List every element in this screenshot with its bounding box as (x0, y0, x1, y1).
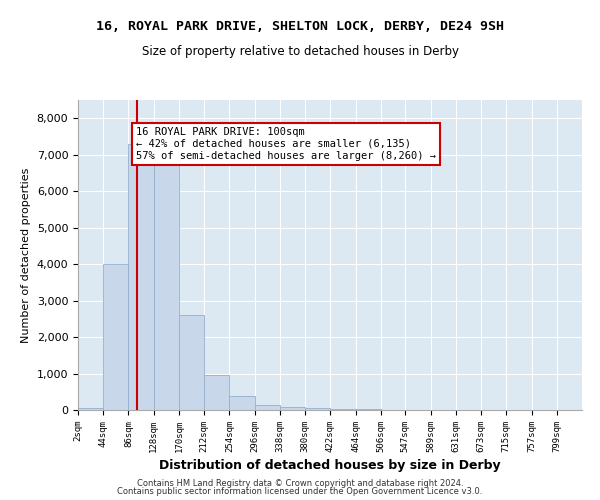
Bar (280, 408, 305, 410)
Bar (179, 315, 204, 410)
Text: Contains public sector information licensed under the Open Government Licence v3: Contains public sector information licen… (118, 488, 482, 496)
Text: 16 ROYAL PARK DRIVE: 100sqm
← 42% of detached houses are smaller (6,135)
57% of : 16 ROYAL PARK DRIVE: 100sqm ← 42% of det… (136, 128, 436, 160)
Text: Size of property relative to detached houses in Derby: Size of property relative to detached ho… (142, 45, 458, 58)
Bar (229, 396, 254, 410)
X-axis label: Distribution of detached houses by size in Derby: Distribution of detached houses by size … (159, 459, 501, 472)
Bar (78, 408, 103, 410)
Bar (154, 144, 179, 410)
Bar (331, 408, 356, 410)
Text: Contains HM Land Registry data © Crown copyright and database right 2024.: Contains HM Land Registry data © Crown c… (137, 478, 463, 488)
Bar (128, 144, 154, 410)
Bar (204, 376, 229, 410)
Text: 16, ROYAL PARK DRIVE, SHELTON LOCK, DERBY, DE24 9SH: 16, ROYAL PARK DRIVE, SHELTON LOCK, DERB… (96, 20, 504, 33)
Bar (254, 404, 280, 410)
Bar (103, 264, 128, 410)
Bar (305, 408, 331, 410)
Y-axis label: Number of detached properties: Number of detached properties (21, 168, 31, 342)
